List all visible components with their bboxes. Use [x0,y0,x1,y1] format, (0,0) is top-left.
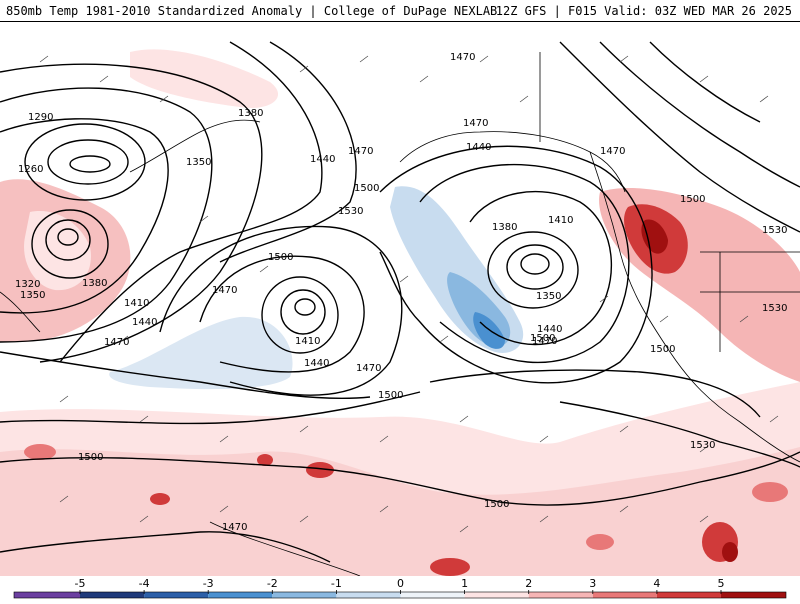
wind-barbs [39,55,779,533]
contour-label: 1500 [268,252,293,263]
contour-label: 1470 [532,336,557,347]
contour-label: 1380 [492,222,517,233]
colorbar-svg [13,590,787,599]
valid-time-label: 12Z GFS | F015 Valid: 03Z WED MAR 26 202… [495,4,792,18]
contour-label: 1470 [600,146,625,157]
colorbar-legend: -5 -4 -3 -2 -1 0 1 2 3 4 5 [0,576,800,600]
colorbar-tick-label: 5 [717,577,725,590]
contour-label: 1410 [295,336,320,347]
contour-label: 1440 [304,358,329,369]
contour-label: 1470 [212,285,237,296]
contour-label: 1470 [463,118,488,129]
colorbar-swatch [464,592,529,598]
colorbar-tick-label: 2 [525,577,533,590]
colorbar-swatch [528,592,593,598]
height-contours [0,41,800,563]
colorbar-swatch [208,592,273,598]
contour-label: 1500 [680,194,705,205]
contour-label-group: 1290 1260 1380 1350 1320 1350 1380 1410 … [15,52,787,533]
colorbar-swatch [656,592,721,598]
colorbar-swatch [272,592,337,598]
colorbar-swatch [80,592,145,598]
coastlines [0,52,800,576]
contour-label: 1500 [650,344,675,355]
colorbar-swatches [13,591,787,599]
contour-label: 1320 [15,279,40,290]
contour-label: 1500 [78,452,103,463]
contour-label: 1440 [132,317,157,328]
contour-label: 1530 [338,206,363,217]
contour-label: 1260 [18,164,43,175]
colorbar-tick-label: -5 [74,577,86,590]
colorbar-ticks [79,590,722,594]
contour-label: 1500 [530,333,555,344]
colorbar-tick-label: 0 [397,577,404,590]
contour-label: 1470 [348,146,373,157]
contour-label: 1500 [378,390,403,401]
map-title: 850mb Temp 1981-2010 Standardized Anomal… [6,4,498,18]
weather-map: 1290 1260 1380 1350 1320 1350 1380 1410 … [0,22,800,576]
contour-label: 1500 [484,499,509,510]
colorbar-frame [13,591,787,599]
colorbar-tick-label: -2 [266,577,278,590]
colorbar-swatch [400,592,465,598]
colorbar-swatch [14,592,80,598]
colorbar-swatch [721,592,786,598]
cold-anomaly-central [109,316,293,390]
contour-label: 1380 [82,278,107,289]
colorbar-swatch [144,592,209,598]
contour-label: 1350 [536,291,561,302]
colorbar-tick-label: -3 [202,577,214,590]
colorbar-tick-label: 4 [653,577,661,590]
colorbar-tick-label: 1 [461,577,469,590]
contour-label: 1530 [690,440,715,451]
contour-label: 1470 [222,522,247,533]
contour-label: 1290 [28,112,53,123]
contour-label: 1470 [356,363,381,374]
contour-label: 1530 [762,225,787,236]
colorbar-tick-label: -4 [138,577,150,590]
contour-label: 1470 [450,52,475,63]
contour-label: 1530 [762,303,787,314]
contour-label: 1500 [354,183,379,194]
colorbar-tick-label: -1 [330,577,342,590]
contour-label: 1410 [124,298,149,309]
contour-label: 1350 [186,157,211,168]
contour-label: 1440 [310,154,335,165]
contour-label: 1470 [104,337,129,348]
header-bar: 850mb Temp 1981-2010 Standardized Anomal… [0,0,800,22]
contour-label: 1440 [466,142,491,153]
contour-label: 1380 [238,108,263,119]
colorbar-swatch [592,592,657,598]
contour-label: 1410 [548,215,573,226]
colorbar-tick-label: 3 [589,577,597,590]
anomaly-shading [0,49,800,576]
contour-label: 1350 [20,290,45,301]
contour-label: 1440 [537,324,562,335]
colorbar-swatch [336,592,401,598]
